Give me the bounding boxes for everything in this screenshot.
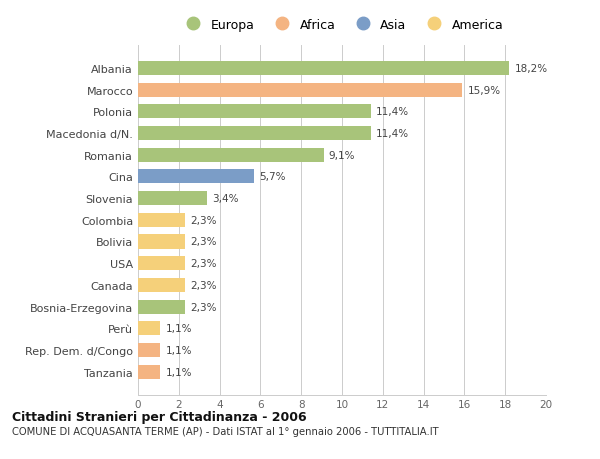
Bar bbox=[138, 213, 185, 227]
Text: 3,4%: 3,4% bbox=[212, 194, 239, 204]
Text: 1,1%: 1,1% bbox=[166, 367, 192, 377]
Bar bbox=[138, 235, 185, 249]
Bar bbox=[138, 278, 185, 292]
Bar bbox=[138, 62, 509, 76]
Text: 5,7%: 5,7% bbox=[259, 172, 286, 182]
Bar bbox=[138, 300, 185, 314]
Bar bbox=[138, 170, 254, 184]
Text: 2,3%: 2,3% bbox=[190, 280, 217, 290]
Text: Cittadini Stranieri per Cittadinanza - 2006: Cittadini Stranieri per Cittadinanza - 2… bbox=[12, 410, 307, 423]
Bar bbox=[138, 321, 160, 336]
Text: 11,4%: 11,4% bbox=[376, 129, 409, 139]
Text: 2,3%: 2,3% bbox=[190, 302, 217, 312]
Bar bbox=[138, 257, 185, 271]
Text: 15,9%: 15,9% bbox=[467, 85, 500, 95]
Text: 1,1%: 1,1% bbox=[166, 345, 192, 355]
Bar bbox=[138, 365, 160, 379]
Bar bbox=[138, 105, 371, 119]
Bar bbox=[138, 84, 463, 97]
Bar bbox=[138, 192, 208, 206]
Text: 9,1%: 9,1% bbox=[329, 151, 355, 160]
Text: 2,3%: 2,3% bbox=[190, 237, 217, 247]
Text: 1,1%: 1,1% bbox=[166, 324, 192, 334]
Bar bbox=[138, 148, 323, 162]
Text: COMUNE DI ACQUASANTA TERME (AP) - Dati ISTAT al 1° gennaio 2006 - TUTTITALIA.IT: COMUNE DI ACQUASANTA TERME (AP) - Dati I… bbox=[12, 426, 439, 436]
Bar bbox=[138, 343, 160, 357]
Text: 11,4%: 11,4% bbox=[376, 107, 409, 117]
Bar bbox=[138, 127, 371, 141]
Legend: Europa, Africa, Asia, America: Europa, Africa, Asia, America bbox=[176, 14, 508, 37]
Text: 18,2%: 18,2% bbox=[514, 64, 548, 74]
Text: 2,3%: 2,3% bbox=[190, 258, 217, 269]
Text: 2,3%: 2,3% bbox=[190, 215, 217, 225]
